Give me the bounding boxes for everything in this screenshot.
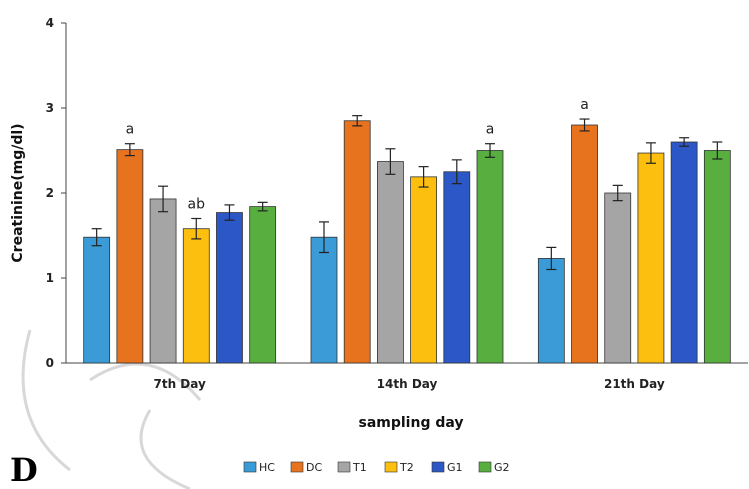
y-tick-label: 3 (46, 101, 54, 115)
y-tick-label: 4 (46, 16, 54, 30)
bar-T2-0 (183, 229, 209, 363)
x-tick-label: 7th Day (154, 377, 206, 391)
y-tick-label: 2 (46, 186, 54, 200)
legend-label-DC: DC (306, 461, 322, 474)
bar-G2-1 (477, 151, 503, 364)
legend-swatch-HC (244, 462, 256, 472)
significance-label: a (486, 122, 495, 138)
legend-swatch-DC (291, 462, 303, 472)
significance-label: a (580, 97, 589, 113)
y-tick-label: 1 (46, 271, 54, 285)
bar-T2-2 (638, 153, 664, 363)
x-tick-label: 21th Day (604, 377, 665, 391)
significance-label: a (126, 122, 135, 138)
bar-DC-2 (572, 125, 598, 363)
bar-G1-2 (671, 142, 697, 363)
legend-label-T1: T1 (352, 461, 367, 474)
bar-DC-1 (344, 121, 370, 363)
legend-label-HC: HC (259, 461, 275, 474)
bar-G1-0 (216, 213, 242, 363)
legend-label-T2: T2 (399, 461, 414, 474)
y-axis-title: Creatinine(mg/dl) (10, 123, 26, 262)
bar-T2-1 (411, 177, 437, 363)
x-tick-label: 14th Day (377, 377, 438, 391)
legend-swatch-T2 (385, 462, 397, 472)
bar-HC-2 (538, 258, 564, 363)
significance-label: ab (188, 197, 206, 213)
bar-DC-0 (117, 150, 143, 363)
legend: HC DC T1 T2 G1 G2 (244, 461, 510, 474)
y-tick-label: 0 (46, 356, 54, 370)
bar-G2-0 (250, 207, 276, 363)
x-axis-title: sampling day (358, 415, 463, 431)
legend-swatch-G2 (479, 462, 491, 472)
bar-G1-1 (444, 172, 470, 363)
legend-label-G2: G2 (494, 461, 510, 474)
bar-T1-2 (605, 193, 631, 363)
legend-swatch-G1 (432, 462, 444, 472)
bar-HC-1 (311, 237, 337, 363)
bar-T1-1 (377, 162, 403, 363)
bar-G2-2 (704, 151, 730, 364)
panel-label: D (10, 451, 38, 489)
bar-HC-0 (84, 237, 110, 363)
bar-T1-0 (150, 199, 176, 363)
legend-label-G1: G1 (447, 461, 463, 474)
legend-swatch-T1 (338, 462, 350, 472)
